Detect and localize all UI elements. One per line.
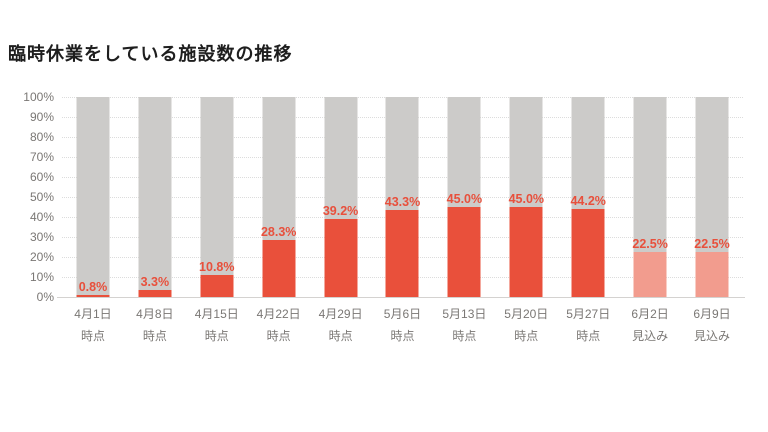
bar-remainder-segment: 3.3%: [138, 97, 172, 297]
bar-group: 39.2%: [310, 97, 372, 297]
bar-remainder-segment: 28.3%: [260, 97, 297, 297]
bar-closed-segment: [447, 207, 481, 297]
x-category-date: 5月6日: [383, 307, 422, 321]
bar-value-label: 43.3%: [384, 195, 421, 210]
x-category-label: 4月29日時点: [310, 303, 372, 347]
y-axis: 100% 90% 80% 70% 60% 50% 40% 30% 20% 10% 0%: [0, 90, 54, 304]
x-axis: 4月1日 時点 4月8日 時点 4月15日 時点 4月22日 時点 4月29日 時点 5月6日 時点 5…: [62, 303, 743, 347]
bar-value-label: 39.2%: [322, 203, 359, 218]
bar-remainder-segment: 39.2%: [322, 97, 359, 297]
x-category-label: 4月15日時点: [186, 303, 248, 347]
bar-remainder-segment: 10.8%: [199, 97, 235, 297]
bar-closed-segment: [200, 275, 234, 297]
bar-group: 28.3%: [248, 97, 310, 297]
bar-group: 43.3%: [372, 97, 434, 297]
y-tick-label: 0%: [36, 290, 54, 304]
x-category-note: 時点: [80, 329, 105, 343]
bar-value-label: 22.5%: [632, 237, 668, 251]
y-tick-label: 100%: [23, 90, 54, 104]
y-tick-label: 50%: [29, 190, 54, 204]
bar-closed-segment: [262, 240, 296, 297]
bar-group: 44.2%: [557, 97, 619, 297]
bar-closed-segment: [138, 290, 172, 297]
x-category-note: 時点: [204, 329, 229, 343]
x-category-note: 時点: [452, 329, 477, 343]
bar-value-label: 28.3%: [260, 225, 297, 240]
bar-closed-segment: [76, 295, 110, 297]
x-category-note: 時点: [142, 329, 167, 343]
x-category-note: 時点: [514, 329, 539, 343]
y-tick-label: 20%: [29, 250, 54, 264]
x-category-note: 時点: [390, 329, 415, 343]
x-category-label: 4月22日時点: [248, 303, 310, 347]
x-category-date: 6月2日: [631, 307, 669, 321]
x-category-date: 4月15日: [194, 307, 239, 321]
x-category-date: 4月29日: [318, 307, 363, 321]
chart-title: 臨時休業をしている施設数の推移: [8, 44, 293, 64]
bar-group: 22.5%: [619, 97, 681, 297]
bar-value-label: 44.2%: [570, 193, 606, 208]
bar-value-label: 45.0%: [446, 192, 483, 206]
bar-group: 10.8%: [186, 97, 248, 297]
x-category-note: 時点: [576, 329, 601, 343]
bar-remainder-segment: 22.5%: [694, 97, 730, 297]
bar-remainder-segment: 22.5%: [632, 97, 668, 297]
bar-remainder-segment: 43.3%: [384, 97, 421, 297]
x-category-note: 時点: [328, 329, 353, 343]
x-category-date: 5月13日: [442, 307, 487, 321]
x-category-label: 6月2日見込み: [619, 303, 681, 347]
x-category-date: 4月1日: [74, 307, 112, 321]
x-category-date: 4月8日: [136, 307, 174, 321]
bar-value-label: 0.8%: [78, 280, 108, 295]
y-tick-label: 90%: [29, 110, 54, 124]
x-category-label: 5月6日時点: [372, 303, 434, 347]
bar-value-label: 10.8%: [199, 260, 235, 275]
y-tick-label: 10%: [29, 270, 54, 284]
bar-remainder-segment: 45.0%: [508, 97, 545, 297]
bar-closed-segment: [509, 207, 543, 297]
x-category-date: 4月22日: [256, 307, 301, 321]
bar-series: 0.8% 3.3% 10.8% 28.3% 39.2% 43.3% 45.0% 45.0% 44…: [62, 97, 743, 297]
x-category-label: 4月8日時点: [124, 303, 186, 347]
x-category-date: 6月9日: [693, 307, 731, 321]
bar-remainder-segment: 45.0%: [446, 97, 483, 297]
x-category-label: 5月13日時点: [433, 303, 495, 347]
x-category-label: 4月1日時点: [62, 303, 124, 347]
bar-remainder-segment: 44.2%: [570, 97, 606, 297]
bar-closed-segment-forecast: [695, 252, 729, 297]
bar-closed-segment: [324, 218, 358, 297]
bar-group: 45.0%: [433, 97, 495, 297]
x-category-label: 5月27日時点: [557, 303, 619, 347]
x-category-date: 5月27日: [566, 307, 611, 321]
bar-group: 0.8%: [62, 97, 124, 297]
x-category-note: 時点: [266, 329, 291, 343]
y-tick-label: 30%: [29, 230, 54, 244]
bar-closed-segment: [385, 210, 419, 297]
bar-group: 22.5%: [681, 97, 743, 297]
bar-closed-segment: [571, 208, 605, 297]
x-category-note: 見込み: [632, 329, 669, 343]
bar-value-label: 3.3%: [140, 275, 170, 290]
y-tick-label: 60%: [29, 170, 54, 184]
x-axis-line: [57, 297, 745, 298]
y-tick-label: 70%: [29, 150, 54, 164]
x-category-note: 見込み: [694, 329, 731, 343]
bar-value-label: 22.5%: [694, 237, 730, 251]
plot-area: 0.8% 3.3% 10.8% 28.3% 39.2% 43.3% 45.0% 45.0% 44…: [57, 97, 745, 298]
y-tick-label: 40%: [29, 210, 54, 224]
x-category-label: 5月20日時点: [495, 303, 557, 347]
x-category-date: 5月20日: [504, 307, 549, 321]
bar-remainder-segment: 0.8%: [76, 97, 110, 297]
bar-value-label: 45.0%: [508, 192, 545, 206]
bar-group: 45.0%: [495, 97, 557, 297]
y-tick-label: 80%: [29, 130, 54, 144]
bar-closed-segment-forecast: [633, 252, 667, 297]
bar-group: 3.3%: [124, 97, 186, 297]
x-category-label: 6月9日見込み: [681, 303, 743, 347]
